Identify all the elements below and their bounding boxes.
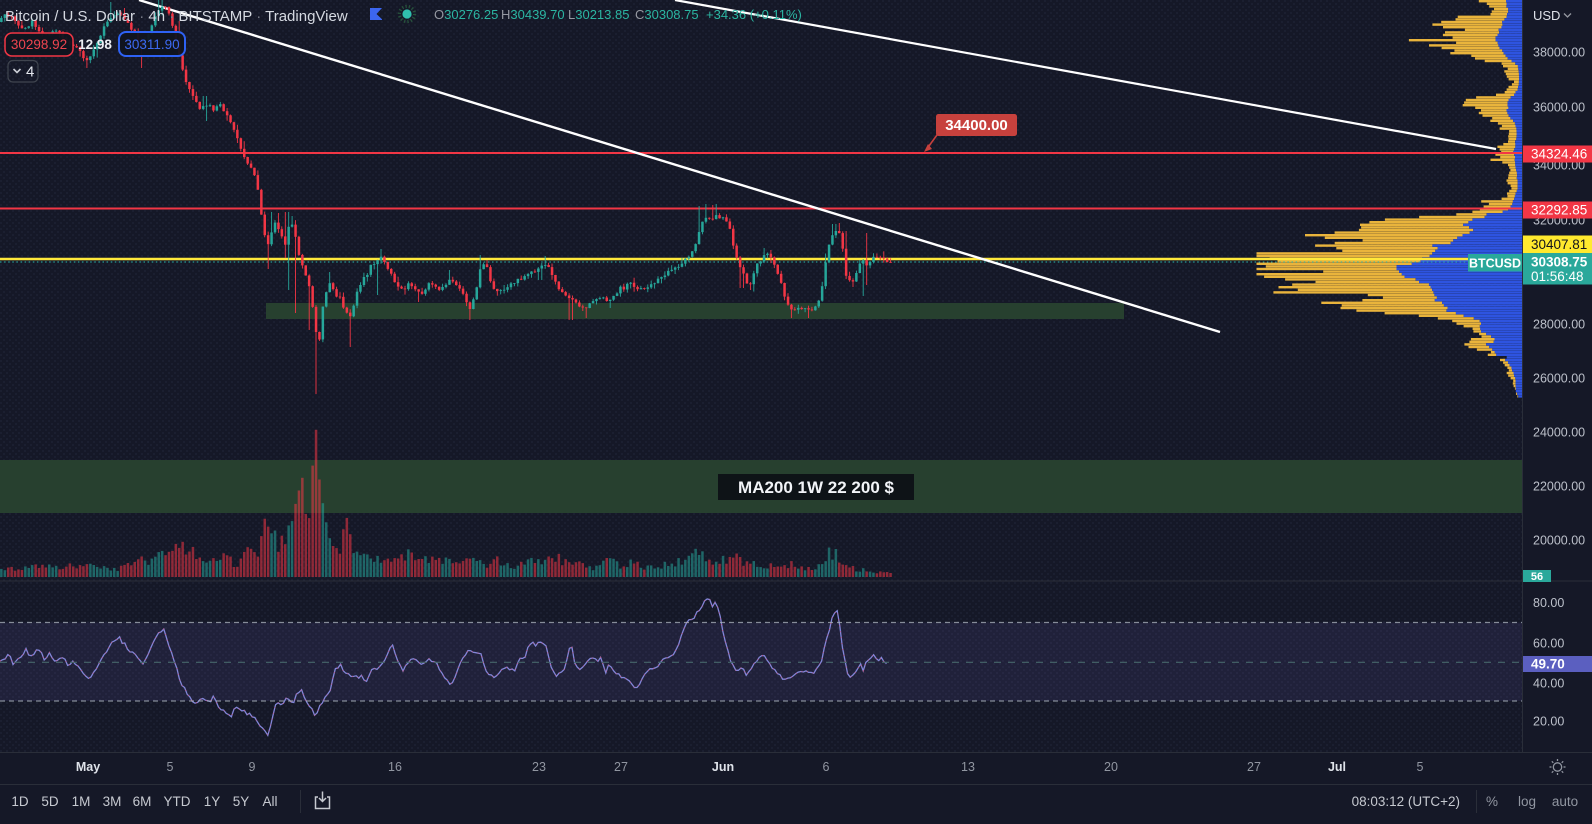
- svg-text:Bitcoin / U.S. Dollar · 4h · B: Bitcoin / U.S. Dollar · 4h · BITSTAMP · …: [5, 8, 348, 25]
- svg-text:MA200 1W 22 200 $: MA200 1W 22 200 $: [738, 478, 894, 497]
- svg-text:6: 6: [823, 760, 830, 774]
- svg-text:5D: 5D: [41, 794, 59, 809]
- svg-text:34400.00: 34400.00: [945, 117, 1008, 134]
- svg-text:36000.00: 36000.00: [1533, 101, 1585, 115]
- svg-text:30407.81: 30407.81: [1531, 237, 1587, 252]
- svg-text:log: log: [1518, 794, 1536, 809]
- svg-text:08:03:12 (UTC+2): 08:03:12 (UTC+2): [1352, 794, 1460, 809]
- svg-text:4: 4: [26, 64, 34, 81]
- svg-text:1D: 1D: [11, 794, 29, 809]
- svg-text:30308.75: 30308.75: [1531, 255, 1588, 270]
- svg-text:20.00: 20.00: [1533, 715, 1564, 729]
- svg-text:May: May: [76, 760, 100, 774]
- svg-text:%: %: [1486, 794, 1498, 809]
- svg-text:20: 20: [1104, 760, 1118, 774]
- svg-text:USD: USD: [1533, 8, 1560, 23]
- svg-text:Jul: Jul: [1328, 760, 1346, 774]
- svg-text:6M: 6M: [133, 794, 152, 809]
- svg-text:5: 5: [167, 760, 174, 774]
- svg-text:YTD: YTD: [164, 794, 191, 809]
- svg-text:56: 56: [1531, 571, 1543, 583]
- svg-text:30298.92: 30298.92: [11, 37, 67, 52]
- svg-text:40.00: 40.00: [1533, 677, 1564, 691]
- svg-text:30311.90: 30311.90: [124, 37, 179, 52]
- svg-text:80.00: 80.00: [1533, 596, 1564, 610]
- svg-text:13: 13: [961, 760, 975, 774]
- svg-text:23: 23: [532, 760, 546, 774]
- svg-text:01:56:48: 01:56:48: [1531, 269, 1584, 284]
- svg-text:1M: 1M: [72, 794, 91, 809]
- svg-text:32292.85: 32292.85: [1531, 203, 1587, 218]
- svg-text:auto: auto: [1552, 794, 1578, 809]
- svg-text:12.98: 12.98: [78, 37, 112, 52]
- svg-text:5: 5: [1417, 760, 1424, 774]
- svg-text:38000.00: 38000.00: [1533, 46, 1585, 60]
- svg-text:34324.46: 34324.46: [1531, 147, 1587, 162]
- svg-text:22000.00: 22000.00: [1533, 480, 1585, 494]
- svg-text:28000.00: 28000.00: [1533, 318, 1585, 332]
- svg-text:27: 27: [614, 760, 628, 774]
- svg-text:49.70: 49.70: [1531, 657, 1565, 672]
- svg-text:3M: 3M: [103, 794, 122, 809]
- svg-text:BTCUSD: BTCUSD: [1469, 257, 1521, 271]
- svg-text:1Y: 1Y: [204, 794, 221, 809]
- svg-text:Jun: Jun: [712, 760, 734, 774]
- svg-text:24000.00: 24000.00: [1533, 426, 1585, 440]
- svg-text:20000.00: 20000.00: [1533, 534, 1585, 548]
- svg-text:27: 27: [1247, 760, 1261, 774]
- svg-text:9: 9: [249, 760, 256, 774]
- svg-text:16: 16: [388, 760, 402, 774]
- svg-text:5Y: 5Y: [233, 794, 250, 809]
- svg-text:26000.00: 26000.00: [1533, 372, 1585, 386]
- svg-text:60.00: 60.00: [1533, 637, 1564, 651]
- svg-text:All: All: [262, 794, 277, 809]
